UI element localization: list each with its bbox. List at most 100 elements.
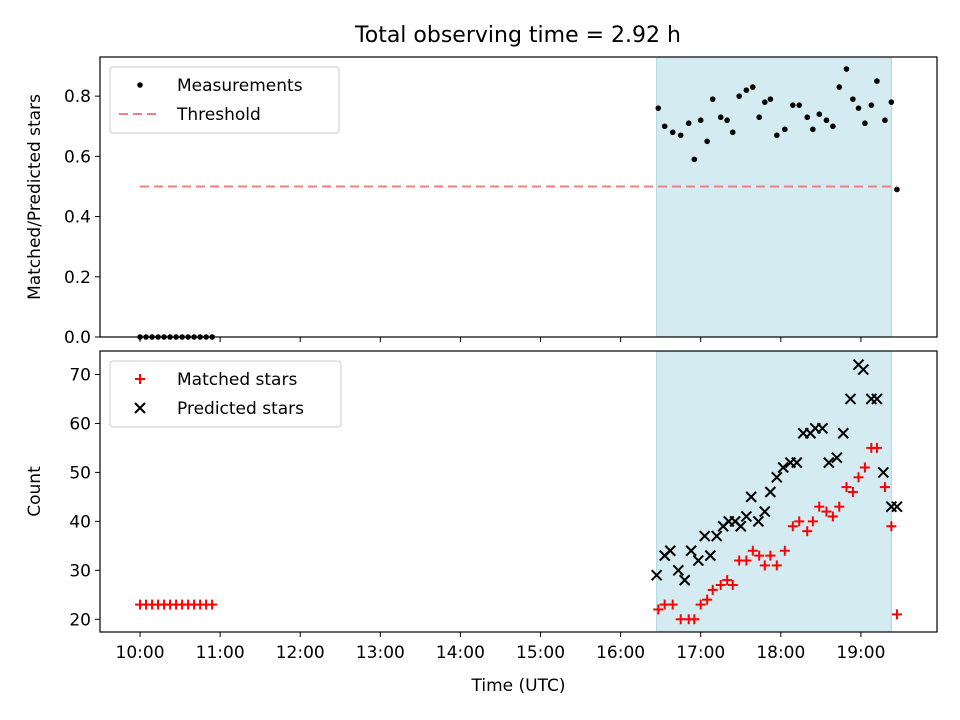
- cross-mark-b: [704, 549, 717, 562]
- x-tick-label: 11:00: [196, 643, 245, 663]
- matched-star-point: [653, 604, 664, 615]
- x-axis-label: Time (UTC): [471, 676, 566, 696]
- predicted-star-point: [740, 510, 753, 523]
- predicted-star-point: [678, 574, 691, 586]
- matched-star-point: [814, 501, 825, 512]
- matched-star-point: [754, 550, 765, 561]
- x-tick-label: 18:00: [756, 643, 805, 663]
- y-tick-label: 60: [69, 414, 91, 434]
- legend-label: Matched stars: [177, 370, 297, 390]
- legend-dot-marker: [137, 82, 143, 88]
- matched-star-point: [821, 506, 832, 517]
- matched-star-point: [794, 516, 805, 527]
- cross-mark-b: [891, 500, 903, 513]
- matched-star-point: [779, 545, 790, 556]
- matched-star-point: [759, 560, 770, 571]
- cross-mark-b: [740, 510, 753, 523]
- cross-mark-b: [678, 574, 691, 586]
- cross-mark-b: [735, 520, 747, 532]
- predicted-star-point: [823, 456, 835, 469]
- measurement-point: [761, 99, 768, 105]
- bottom-panel: 10:00 11:00 12:00 13:00 14:00 15:00 16:00 17:00…: [25, 350, 938, 696]
- measurement-point: [691, 156, 698, 163]
- measurement-point: [810, 126, 816, 133]
- y-tick-label: 0.0: [64, 328, 91, 348]
- matched-star-point: [841, 482, 852, 493]
- measurement-point: [743, 87, 750, 93]
- predicted-star-point: [759, 505, 771, 518]
- matched-star-point: [741, 555, 752, 566]
- y-tick-label: 30: [69, 561, 91, 581]
- cross-mark-b: [877, 466, 890, 479]
- cross-mark-b: [771, 471, 783, 484]
- top-panel: 0.0 0.2 0.4 0.6 0.8 Matched/Predicted stars Me…: [25, 56, 938, 348]
- measurement-point: [888, 99, 895, 105]
- matched-star-point: [727, 580, 738, 591]
- matched-star-point: [871, 442, 882, 453]
- x-tick-label: 13:00: [356, 643, 405, 663]
- predicted-star-point: [692, 554, 705, 567]
- matched-star-point: [891, 609, 902, 620]
- x-tick-label: 12:00: [276, 643, 325, 663]
- y-tick-label: 20: [69, 610, 91, 630]
- cross-mark-b: [844, 393, 857, 405]
- matched-star-point: [689, 614, 700, 625]
- predicted-star-point: [704, 549, 717, 562]
- legend: Matched stars Predicted stars: [109, 360, 342, 428]
- series-marks: [137, 66, 900, 340]
- shaded-region: [656, 57, 892, 337]
- legend-label: Measurements: [177, 76, 303, 96]
- matched-star-point: [722, 575, 733, 586]
- predicted-star-point: [891, 500, 903, 513]
- legend-box: [109, 360, 342, 428]
- measurement-point: [774, 132, 780, 139]
- cross-mark-b: [650, 569, 663, 581]
- legend-label: Threshold: [176, 105, 261, 125]
- measurement-point: [816, 111, 823, 118]
- matched-star-point: [807, 516, 818, 527]
- measurement-point: [830, 123, 836, 130]
- matched-star-point: [747, 545, 758, 556]
- y-tick-label: 0.8: [64, 87, 91, 107]
- matched-star-point: [879, 482, 890, 493]
- measurement-point: [894, 186, 900, 193]
- measurement-point: [736, 93, 742, 99]
- x-tick-label: 15:00: [516, 643, 565, 663]
- y-tick-label: 50: [69, 463, 91, 483]
- cross-mark-b: [729, 515, 741, 528]
- cross-mark-b: [764, 486, 777, 498]
- measurement-point: [697, 117, 704, 124]
- matched-star-point: [827, 511, 838, 522]
- predicted-star-point: [685, 545, 697, 557]
- predicted-star-point: [837, 427, 849, 439]
- cross-mark-b: [672, 564, 684, 577]
- x-tick-label: 16:00: [596, 643, 645, 663]
- predicted-star-point: [764, 486, 777, 498]
- measurement-point: [677, 132, 684, 139]
- y-axis-label: Count: [25, 466, 45, 517]
- cross-mark-b: [699, 530, 711, 542]
- cross-mark-b: [816, 422, 829, 435]
- cross-mark-b: [871, 393, 883, 405]
- y-tick-label: 0.6: [64, 147, 91, 167]
- matched-star-point: [207, 599, 218, 610]
- predicted-star-point: [871, 393, 883, 405]
- cross-mark-b: [837, 427, 849, 439]
- cross-mark-b: [664, 545, 676, 557]
- y-tick-label: 70: [69, 365, 91, 385]
- predicted-star-point: [777, 461, 789, 474]
- axes-frame: [99, 56, 938, 338]
- cross-mark-b: [831, 452, 843, 464]
- y-tick-label: 40: [69, 512, 91, 532]
- y-tick-label: 0.4: [64, 208, 91, 228]
- matched-star-point: [787, 521, 798, 532]
- measurement-point: [850, 96, 856, 102]
- predicted-star-point: [752, 515, 765, 528]
- measurement-point: [704, 138, 710, 145]
- measurement-point: [655, 105, 662, 111]
- measurement-point: [782, 126, 788, 133]
- matched-star-point: [667, 599, 678, 610]
- measurement-point: [717, 114, 724, 121]
- matched-star-point: [707, 584, 718, 595]
- predicted-star-point: [831, 452, 843, 464]
